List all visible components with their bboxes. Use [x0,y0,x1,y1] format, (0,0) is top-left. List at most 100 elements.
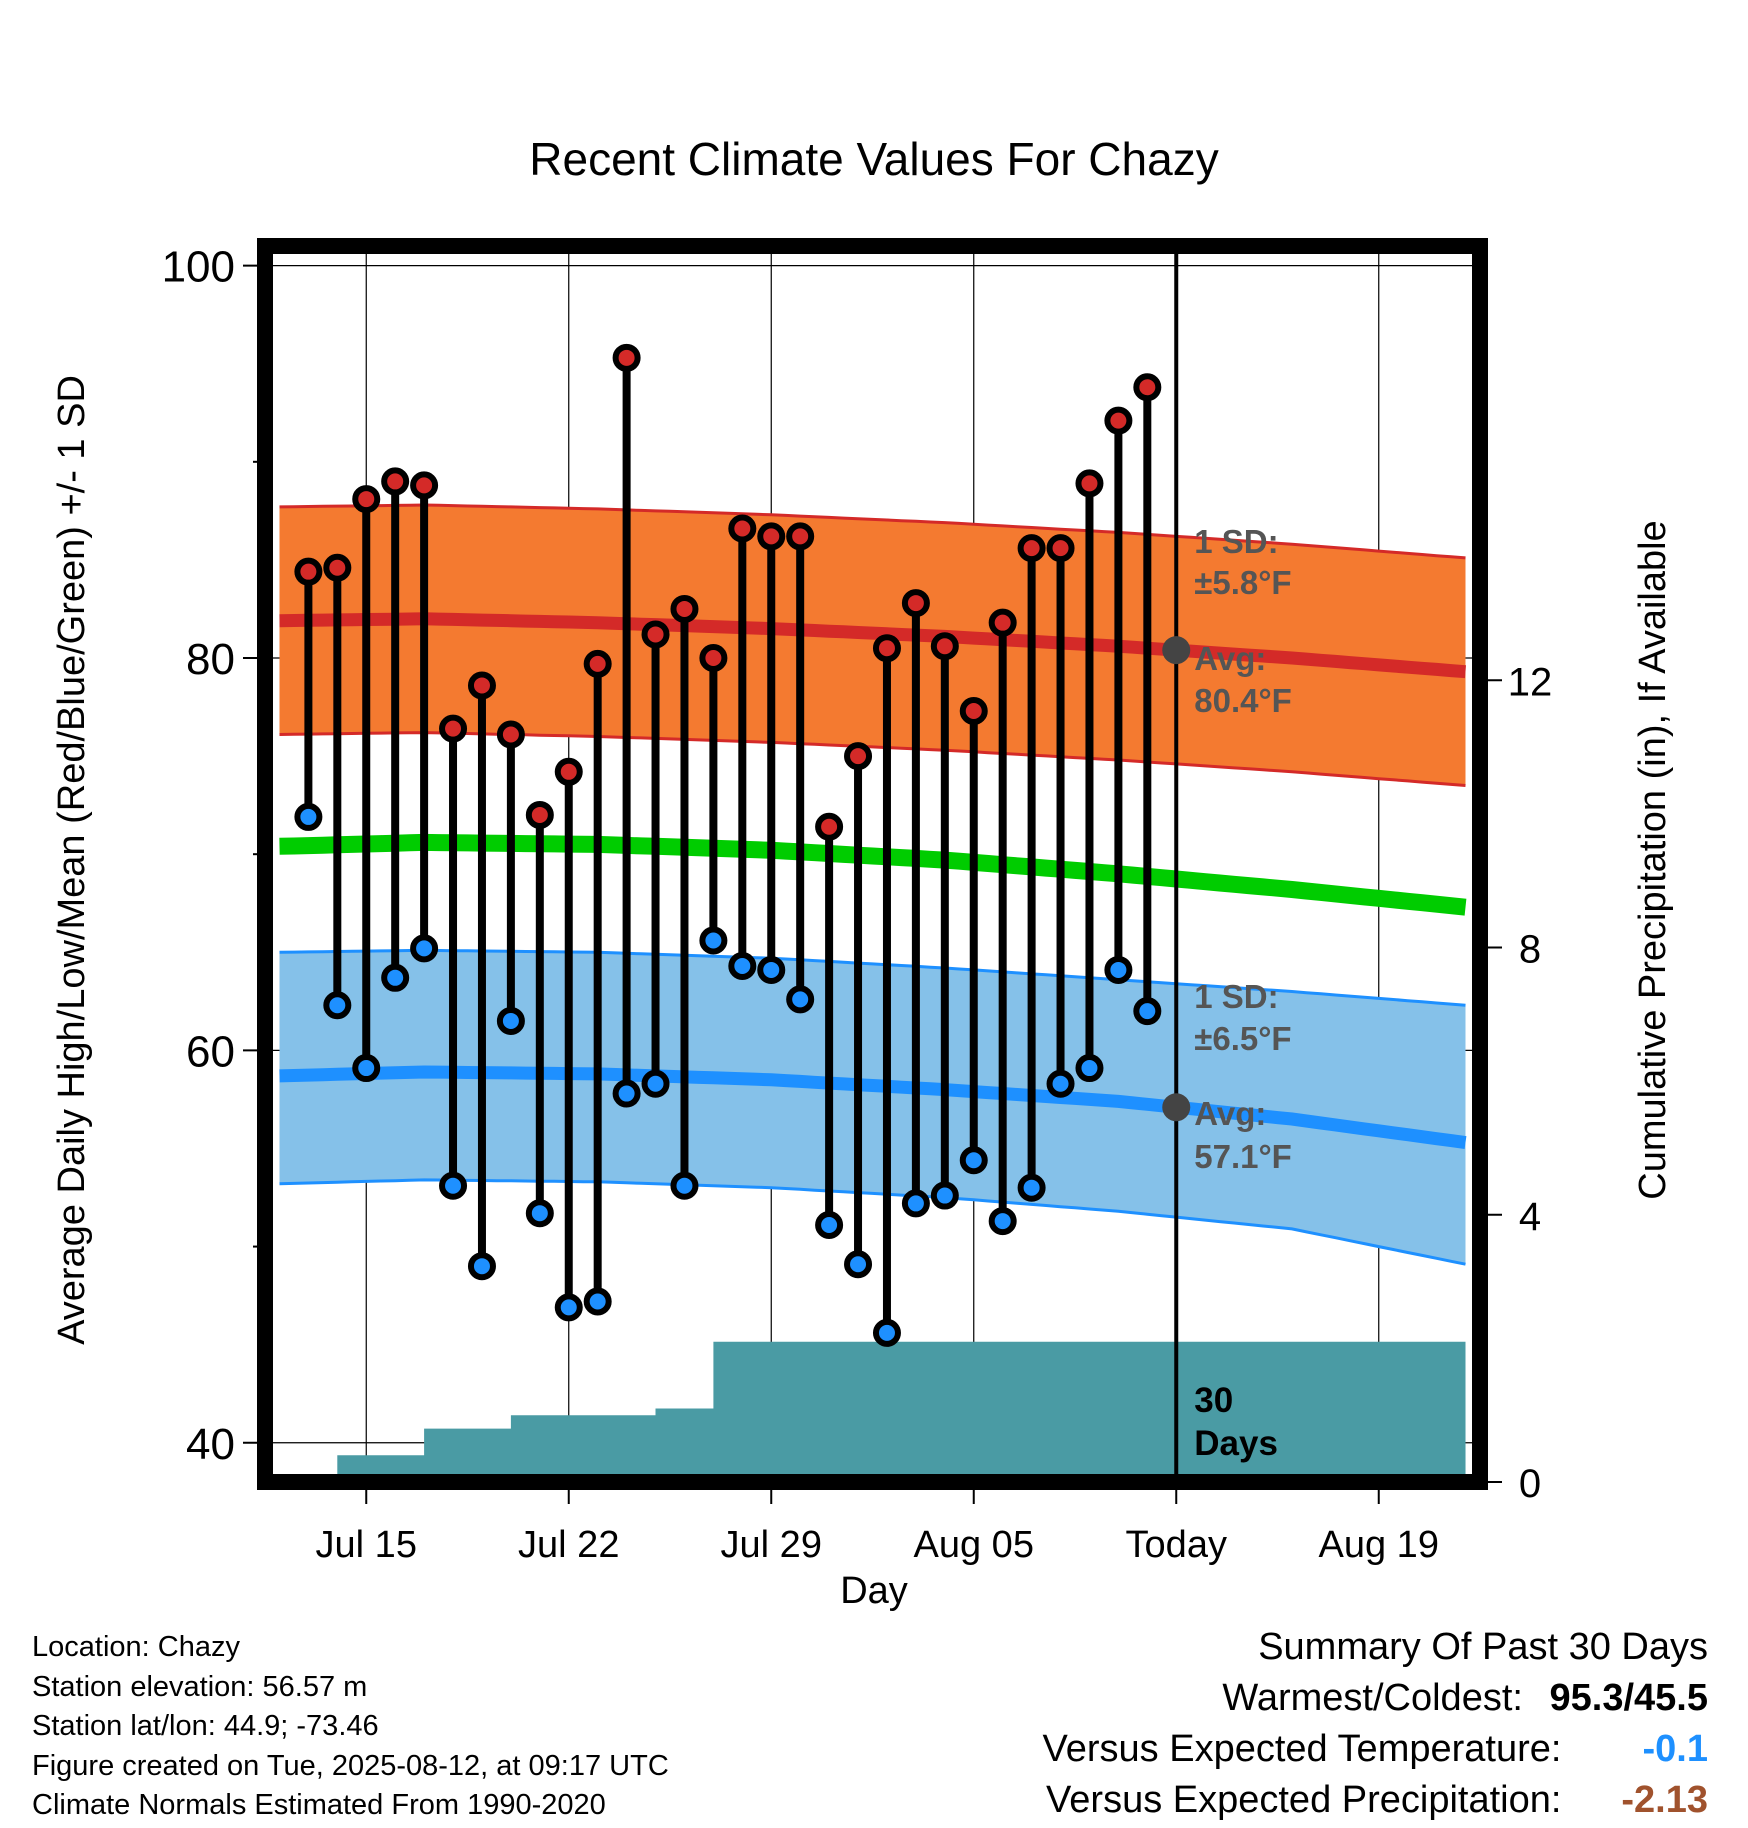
y-axis-label: Average Daily High/Low/Mean (Red/Blue/Gr… [51,375,93,1345]
daily-low-point [728,952,757,981]
precip-days-label-2: Days [1194,1424,1278,1463]
daily-high-point [699,644,728,672]
daily-high-point [1046,534,1075,563]
high-sd-label: 1 SD: [1194,523,1278,560]
summary-panel: Summary Of Past 30 Days Warmest/Coldest:… [1043,1622,1708,1826]
daily-low-point [467,1252,496,1281]
x-tick-label: Aug 05 [914,1524,1034,1566]
daily-low-point [352,1054,381,1083]
daily-low-point [901,1189,930,1218]
chart-title: Recent Climate Values For Chazy [529,133,1218,185]
daily-high-point [1104,406,1133,435]
y-tick-label: 100 [162,243,235,292]
high-avg-value: 80.4°F [1194,682,1292,719]
high-sd-lower-edge [279,731,1466,787]
daily-low-point [959,1146,988,1175]
precip-diff-label: Versus Expected Precipitation: [1046,1779,1562,1821]
daily-low-point [930,1181,959,1210]
daily-low-point [583,1287,612,1316]
daily-low-point [323,991,352,1020]
x-tick-label: Jul 29 [721,1524,822,1566]
daily-low-point [988,1207,1017,1236]
daily-low-point [1104,955,1133,984]
plot-area: 1 SD: ±5.8°F Avg: 80.4°F 1 SD: ±6.5°F Avg: 57.1… [162,238,1552,1566]
y2-tick-label: 8 [1519,928,1541,972]
high-sd-band [279,505,1466,786]
y2-tick-label: 4 [1519,1195,1541,1239]
daily-high-point [670,594,699,623]
daily-low-point [1017,1173,1046,1202]
daily-low-point [757,955,786,984]
created-text: Figure created on Tue, 2025-08-12, at 09… [32,1749,669,1782]
daily-high-point [1017,534,1046,563]
latlon-text: Station lat/lon: 44.9; -73.46 [32,1710,379,1742]
daily-high-point [410,471,439,500]
normals-text: Climate Normals Estimated From 1990-2020 [32,1789,606,1821]
daily-high-point [1075,469,1104,498]
station-info: Location: Chazy Station elevation: 56.57… [32,1628,669,1826]
temp-diff-label: Versus Expected Temperature: [1042,1728,1562,1770]
daily-high-point [496,720,525,749]
temp-diff-value: -0.1 [1642,1728,1708,1770]
daily-high-point [352,485,381,514]
location-text: Location: Chazy [32,1631,240,1663]
x-tick-label: Jul 22 [518,1524,619,1566]
daily-low-point [525,1199,554,1228]
daily-low-point [844,1250,873,1279]
daily-high-point [439,714,468,743]
summary-title: Summary Of Past 30 Days [1258,1626,1708,1668]
daily-high-point [294,557,323,586]
y-tick-label: 80 [186,635,235,684]
daily-high-point [844,742,873,771]
climate-chart: Recent Climate Values For Chazy 1 SD: ±5.… [51,133,1674,1612]
daily-low-point [1046,1069,1075,1098]
daily-low-point [815,1210,844,1239]
warmest-coldest-row: Warmest/Coldest: 95.3/45.5 [1043,1673,1708,1724]
low-sd-lower-edge [279,1178,1466,1266]
daily-low-point [872,1318,901,1347]
x-tick-label: Aug 19 [1319,1524,1439,1566]
plot-frame [257,238,1488,1490]
x-tick-label: Jul 15 [316,1524,417,1566]
temp-diff-row: Versus Expected Temperature: -0.1 [1043,1724,1708,1775]
daily-high-point [381,467,410,496]
daily-high-point [525,800,554,829]
today-normal-high-marker [1162,636,1191,665]
daily-high-point [786,522,815,551]
daily-low-point [612,1079,641,1108]
daily-low-point [670,1171,699,1200]
daily-high-point [467,671,496,700]
daily-high-point [612,343,641,372]
low-sd-value: ±6.5°F [1194,1020,1291,1057]
precip-diff-row: Versus Expected Precipitation: -2.13 [1043,1775,1708,1826]
daily-low-point [786,985,815,1014]
daily-high-point [959,696,988,725]
cumulative-precip-area [279,1341,1466,1482]
daily-low-point [496,1006,525,1035]
high-avg-label: Avg: [1194,640,1266,677]
today-normal-low-marker [1162,1093,1191,1122]
high-sd-upper-edge [279,503,1466,560]
daily-low-point [699,926,728,955]
normal-low-line [279,1065,1467,1150]
daily-high-point [641,620,670,649]
daily-high-point [901,589,930,618]
daily-low-point [554,1293,583,1322]
daily-high-point [583,649,612,678]
normal-mean-line [279,833,1467,916]
precip-diff-value: -2.13 [1621,1779,1708,1821]
daily-low-point [294,802,323,831]
low-avg-label: Avg: [1194,1095,1266,1132]
daily-high-point [930,632,959,661]
y2-axis-label: Cumulative Precipitation (in), If Availa… [1632,520,1674,1199]
daily-high-point [815,812,844,841]
low-avg-value: 57.1°F [1194,1138,1292,1175]
y2-tick-label: 0 [1519,1462,1541,1506]
daily-high-point [728,514,757,543]
y-tick-label: 40 [186,1420,235,1469]
daily-high-point [872,634,901,663]
normal-high-line [279,612,1466,679]
daily-low-point [381,963,410,992]
warmest-coldest-value: 95.3/45.5 [1549,1677,1708,1719]
daily-high-point [1133,373,1162,402]
